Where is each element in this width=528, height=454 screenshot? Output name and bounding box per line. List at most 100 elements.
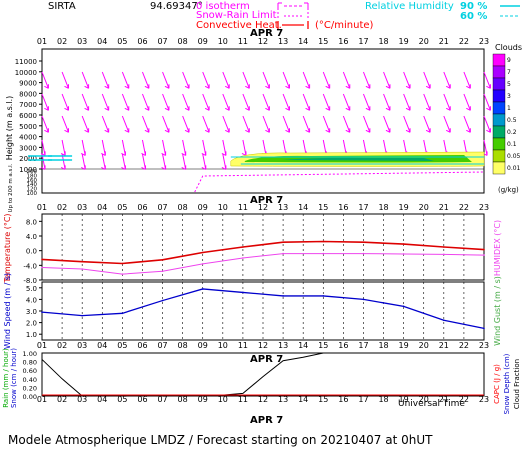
wind-arrow [242, 71, 250, 89]
wind-arrow [423, 115, 431, 133]
wind-arrow [262, 115, 270, 133]
clouds-scale-swatch [492, 125, 506, 139]
humidex-point [121, 273, 124, 275]
wind-arrow [423, 71, 431, 89]
clouds-scale-tick: 0.05 [507, 153, 521, 160]
temperature-point [161, 259, 164, 261]
hour-tick-label: 01 [37, 37, 47, 46]
coords-label: 94.69347° [150, 1, 203, 12]
hour-tick-label: 21 [439, 37, 449, 46]
wind-arrow [241, 139, 247, 156]
hour-tick-label: 13 [278, 395, 288, 404]
hour-tick-label: 20 [419, 203, 429, 212]
height-frame [41, 48, 485, 194]
hour-tick-label: 07 [157, 341, 167, 350]
rh-legend: Relative Humidity [365, 1, 454, 12]
ytick-label: 5.0 [26, 285, 37, 293]
cloud-humidity-lines [230, 156, 484, 165]
wind-arrow [463, 115, 471, 133]
wind-arrow [41, 93, 49, 111]
hour-tick-label: 15 [318, 395, 328, 404]
wind-arrow [483, 71, 491, 89]
humidex-point [161, 270, 164, 273]
clouds-scale-tick: 0.1 [507, 141, 517, 148]
hour-tick-label: 05 [117, 203, 127, 212]
wind-arrow [383, 93, 391, 111]
hour-tick-label: 14 [298, 395, 308, 404]
hour-tick-label: 13 [278, 341, 288, 350]
hour-tick-label: 05 [117, 37, 127, 46]
date-label-top: APR 7 [250, 28, 283, 39]
wind-arrow [161, 153, 167, 170]
height-ytick-label: 7000 [19, 101, 37, 109]
date-label-mid: APR 7 [250, 195, 283, 206]
hour-tick-label: 17 [358, 203, 368, 212]
wind-arrow [101, 71, 110, 89]
hour-tick-label: 06 [137, 395, 147, 404]
wind-speed-point [282, 295, 284, 297]
wind-speed-point [121, 312, 124, 315]
wind-arrow [282, 115, 291, 133]
wind-arrow [202, 71, 210, 89]
wind-arrow [181, 139, 187, 156]
wind-arrow [262, 93, 270, 111]
ytick-label: -4.0 [23, 262, 37, 270]
clouds-scale-swatch [492, 77, 506, 91]
wind-arrow [60, 139, 66, 156]
date-label-low: APR 7 [250, 354, 283, 365]
ytick-label: 2.0 [26, 320, 37, 328]
hour-tick-label: 01 [37, 203, 47, 212]
wind-arrow [342, 71, 351, 89]
height-panel: 1000200030004000500060007000800090001000… [5, 48, 491, 212]
height-ytick-label: 6000 [19, 112, 37, 120]
hour-tick-label: 08 [178, 203, 188, 212]
wind-arrow [201, 153, 207, 170]
hour-tick-label: 22 [459, 341, 469, 350]
isotherm-line [194, 171, 485, 193]
wind-arrow [121, 139, 126, 156]
clouds-scale-swatch [492, 161, 506, 175]
wind-arrow [222, 93, 230, 111]
wind-ylabel: Wind Speed (m / s) [3, 273, 12, 349]
wind-arrow [342, 93, 351, 111]
ytick-label: -8.0 [23, 277, 37, 285]
temperature-point [402, 243, 405, 245]
wind-arrow [383, 71, 391, 89]
height-ytick-label: 1000 [19, 166, 37, 174]
hour-tick-label: 12 [258, 203, 268, 212]
snow-rain-marker [277, 12, 309, 20]
humidity-mark [48, 155, 73, 161]
hour-tick-label: 14 [298, 37, 308, 46]
humidex-series [41, 253, 485, 275]
hour-tick-label: 08 [178, 37, 188, 46]
height-ytick-label: 4000 [19, 134, 37, 142]
clouds-scale: Clouds 9 7 5 3 1 0.5 0.2 0.1 0.05 0.01 (g/kg) [492, 43, 522, 194]
hour-tick-label: 09 [198, 395, 208, 404]
hour-tick-label: 15 [318, 341, 328, 350]
clouds-scale-tick: 1 [507, 105, 511, 112]
hour-tick-label: 23 [479, 341, 489, 350]
clouds-scale-swatch [492, 149, 506, 163]
hour-tick-label: 15 [318, 37, 328, 46]
wind-arrow [221, 139, 227, 156]
hour-tick-label: 07 [157, 37, 167, 46]
convective-legend: Convective Heat. [196, 20, 282, 31]
hour-tick-label: 14 [298, 341, 308, 350]
convective-marker [277, 21, 309, 29]
hour-tick-label: 23 [479, 37, 489, 46]
temperature-panel: 8.0 4.0 0.0 -4.0 -8.0 Temperature (°C) HUMIDEX… [3, 213, 502, 285]
humidex-point [242, 257, 244, 259]
hour-tick-label: 22 [459, 395, 469, 404]
wind-arrow [121, 71, 130, 89]
wind-arrow [182, 71, 190, 89]
wind-arrow [121, 93, 130, 111]
hour-tick-label: 09 [198, 37, 208, 46]
wind-arrow [61, 71, 70, 89]
legend-markers [277, 2, 309, 29]
wind-speed-point [41, 311, 43, 313]
humidex-ylabel: HUMIDEX (°C) [493, 220, 502, 276]
wind-speed-point [81, 314, 83, 317]
wind-arrow [202, 93, 210, 111]
hour-tick-label: 03 [77, 341, 87, 350]
humidity-mark [28, 155, 52, 161]
